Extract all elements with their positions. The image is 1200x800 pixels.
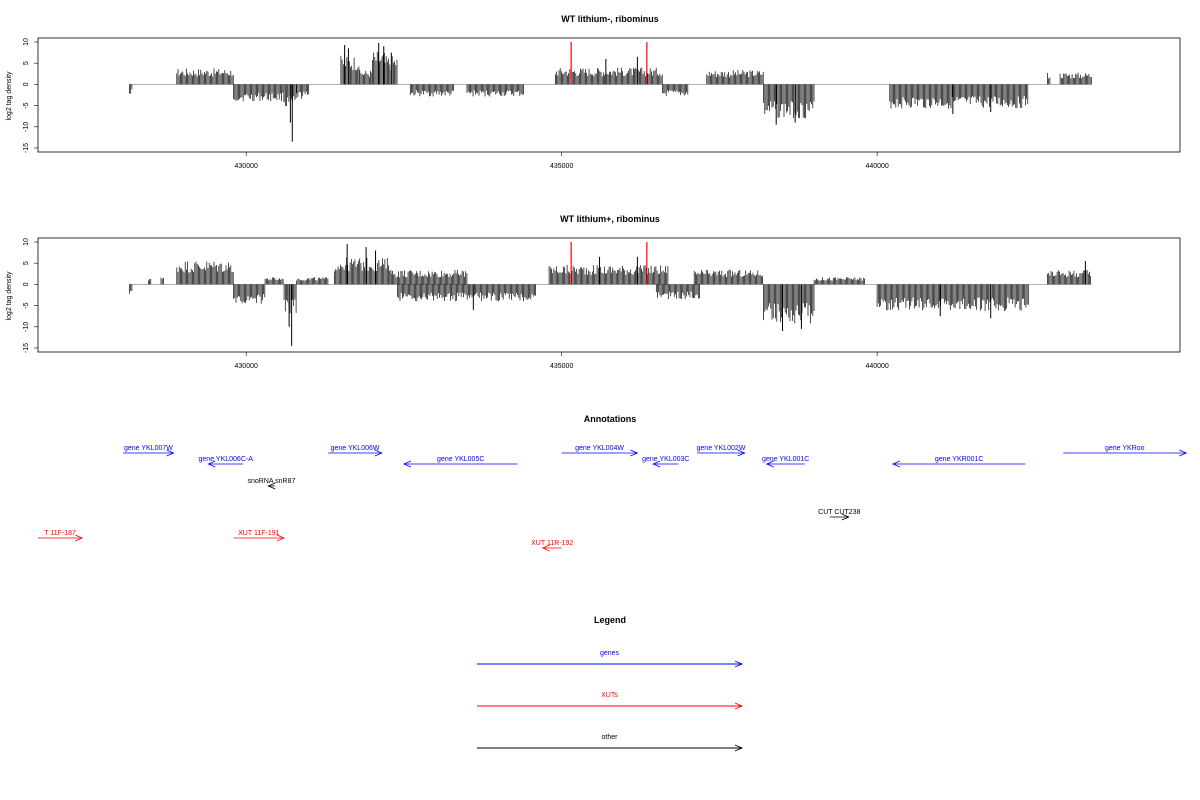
y-tick-label: -10 — [23, 122, 30, 132]
feature-t-11f-187: T 11F-187 — [38, 530, 84, 542]
arrow-right-icon — [737, 449, 746, 457]
feature-label: XUT 11R-192 — [531, 540, 573, 547]
arrow-left-icon — [541, 544, 550, 552]
feature-gene-ykr001c: gene YKR001C — [891, 456, 1026, 468]
feature-label: gene YKL006C-A — [199, 456, 254, 463]
y-tick-label: 0 — [23, 282, 30, 286]
feature-gene-ykl004w: gene YKL004W — [561, 445, 639, 457]
y-tick-label: -5 — [23, 302, 30, 308]
legend-panel: Legend genes XUTs other — [477, 615, 744, 752]
arrow-right-icon — [1179, 449, 1188, 457]
feature-gene-ykl002w: gene YKL002W — [697, 445, 746, 457]
track-panel-lithium-minus: WT lithium-, ribominus log2 tag density … — [6, 14, 1181, 170]
arrow-right-icon — [841, 513, 850, 521]
legend-label: other — [602, 734, 619, 741]
feature-label: CUT CUT238 — [818, 509, 860, 516]
x-tick-label: 440000 — [865, 363, 888, 370]
arrow-right-icon — [166, 449, 175, 457]
tick-group: 10 5 0 -5 -10 -15 430000 435000 440000 — [23, 238, 889, 370]
legend-item-xuts: XUTs — [477, 692, 744, 710]
marker-group — [570, 42, 648, 85]
legend-group: genes XUTs other — [477, 650, 744, 752]
feature-label: gene YKL006W — [331, 445, 380, 452]
feature-gene-ykl005c: gene YKL005C — [402, 456, 518, 468]
y-tick-label: -5 — [23, 102, 30, 108]
feature-label: gene YKL007W — [124, 445, 173, 452]
track-panel-lithium-plus: WT lithium+, ribominus log2 tag density … — [6, 214, 1181, 370]
y-tick-label: 5 — [23, 61, 30, 65]
bar-group — [129, 244, 1092, 346]
y-tick-label: 5 — [23, 261, 30, 265]
y-tick-label: -15 — [23, 143, 30, 153]
feature-xut-11r-192: XUT 11R-192 — [531, 540, 573, 552]
arrow-right-icon — [734, 660, 744, 668]
feature-snorna-snr87: snoRNA snR87 — [248, 478, 296, 490]
legend-title: Legend — [594, 615, 626, 625]
feature-cut-cut238: CUT CUT238 — [818, 509, 861, 521]
feature-label: XUT 11F-191 — [238, 530, 279, 537]
legend-item-other: other — [477, 734, 744, 752]
feature-gene-ykl006w: gene YKL006W — [328, 445, 383, 457]
arrow-left-icon — [402, 460, 412, 468]
track-title: WT lithium-, ribominus — [561, 14, 659, 24]
y-axis-label: log2 tag density — [6, 271, 13, 321]
legend-label: genes — [600, 650, 620, 657]
marker-group — [570, 242, 648, 285]
arrow-right-icon — [734, 702, 744, 710]
feature-group: gene YKL007W gene YKL006C-A gene YKL006W ge… — [38, 445, 1188, 552]
y-tick-label: 0 — [23, 82, 30, 86]
legend-item-genes: genes — [477, 650, 744, 668]
feature-label: gene YKL005C — [437, 456, 484, 463]
feature-gene-ykl003c: gene YKL003C — [642, 456, 689, 468]
arrow-right-icon — [75, 534, 84, 542]
arrow-left-icon — [891, 460, 901, 468]
plot-frame — [37, 237, 1181, 353]
feature-label: snoRNA snR87 — [248, 478, 296, 485]
arrow-right-icon — [630, 449, 639, 457]
arrow-left-icon — [652, 460, 661, 468]
feature-label: gene YKL003C — [642, 456, 689, 463]
arrow-right-icon — [734, 744, 744, 752]
arrow-left-icon — [267, 482, 276, 490]
y-tick-label: 10 — [23, 38, 30, 46]
annotations-title: Annotations — [584, 414, 637, 424]
tick-group: 10 5 0 -5 -10 -15 430000 435000 440000 — [23, 38, 889, 170]
arrow-right-icon — [374, 449, 383, 457]
arrow-left-icon — [765, 460, 774, 468]
feature-gene-ykl006c-a: gene YKL006C-A — [199, 456, 254, 468]
feature-label: gene YKL001C — [762, 456, 809, 463]
feature-label: T 11F-187 — [44, 530, 76, 537]
y-tick-label: -15 — [23, 343, 30, 353]
legend-label: XUTs — [601, 692, 618, 699]
y-tick-label: 10 — [23, 238, 30, 246]
arrow-left-icon — [207, 460, 216, 468]
plot-frame — [37, 37, 1181, 153]
x-tick-label: 430000 — [235, 363, 258, 370]
y-axis-label: log2 tag density — [6, 71, 13, 121]
bar-group — [129, 42, 1092, 142]
x-tick-label: 435000 — [550, 363, 573, 370]
track-title: WT lithium+, ribominus — [560, 214, 660, 224]
feature-label: gene YKL004W — [575, 445, 624, 452]
x-tick-label: 440000 — [865, 163, 888, 170]
feature-gene-ykl001c: gene YKL001C — [762, 456, 809, 468]
feature-label: gene YKRoo — [1105, 445, 1145, 452]
arrow-right-icon — [276, 534, 286, 542]
y-tick-label: -10 — [23, 322, 30, 332]
feature-gene-ykl007w: gene YKL007W — [123, 445, 175, 457]
x-tick-label: 430000 — [235, 163, 258, 170]
feature-label: gene YKR001C — [935, 456, 984, 463]
feature-gene-ykroo: gene YKRoo — [1063, 445, 1188, 457]
x-tick-label: 435000 — [550, 163, 573, 170]
feature-label: gene YKL002W — [697, 445, 746, 452]
feature-xut-11f-191: XUT 11F-191 — [233, 530, 286, 542]
